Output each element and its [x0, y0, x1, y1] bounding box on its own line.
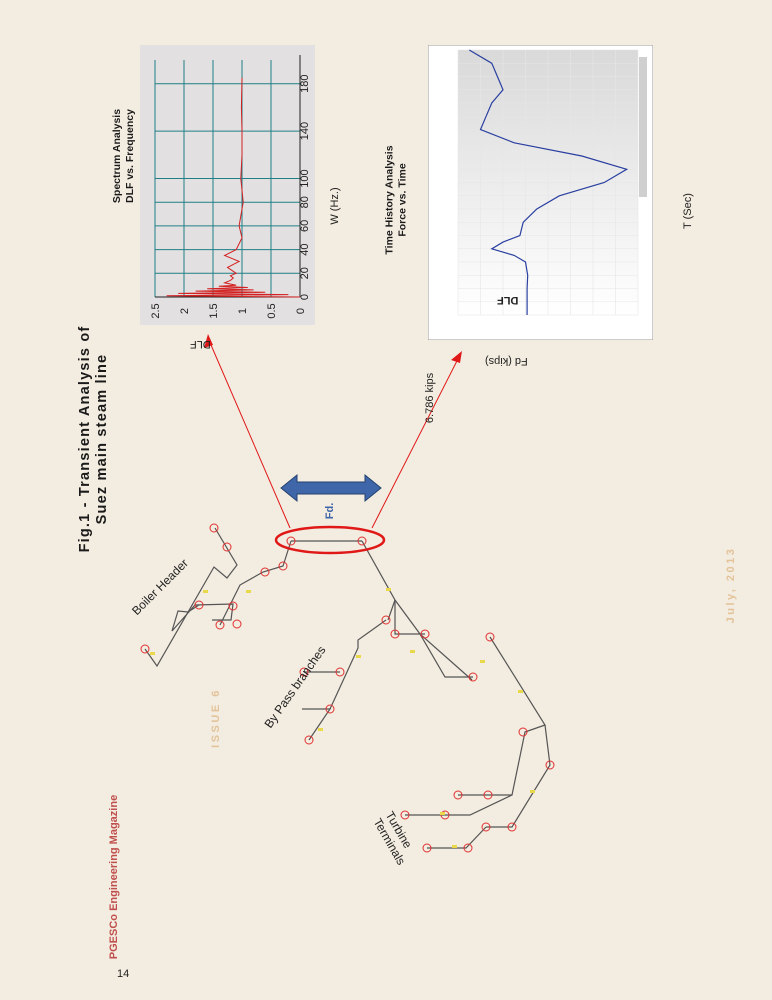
fd-arrow-label: Fd (kips)	[485, 355, 528, 367]
spectrum-xlabel: W (Hz.)	[329, 187, 341, 225]
timehistory-grid	[457, 49, 639, 316]
spectrum-xtick-label: 40	[299, 243, 311, 255]
load-location-ellipse	[274, 525, 386, 555]
timehistory-chart	[428, 45, 653, 340]
spectrum-title: Spectrum Analysis	[111, 108, 123, 204]
timehistory-title-block: Time History Analysis Force vs. Time	[384, 133, 412, 268]
spectrum-ticks: 0 20 40 60 80 100 140 180 0 0.5 1 1.5 2 2.5	[150, 75, 311, 319]
spectrum-chart: 0 20 40 60 80 100 140 180 0 0.5 1 1.5 2 2.5	[140, 45, 315, 325]
force-value-label: 6.786 kips	[424, 372, 436, 424]
spectrum-xtick-label: 100	[299, 169, 311, 187]
timehistory-inner-ylabel: DLF	[497, 294, 519, 306]
label-force: Fd.	[324, 502, 336, 520]
spectrum-series-line	[166, 77, 301, 298]
dlf-arrow-label: DLF	[190, 338, 211, 350]
timehistory-series-line	[468, 49, 629, 315]
spectrum-ytick-label: 2	[179, 308, 191, 314]
spectrum-xtick-label: 140	[299, 122, 311, 140]
timehistory-subtitle: Force vs. Time	[396, 163, 409, 237]
spectrum-ytick-label: 0.5	[266, 303, 278, 318]
timehistory-xlabel: T (Sec)	[682, 193, 694, 229]
timehistory-scrollbar	[639, 57, 647, 197]
spectrum-subtitle: DLF vs. Frequency	[124, 109, 136, 203]
timehistory-title: Time History Analysis	[383, 145, 396, 255]
spectrum-ytick-label: 0	[295, 308, 307, 314]
spectrum-ytick-label: 1.5	[208, 303, 220, 318]
spectrum-ytick-label: 2.5	[150, 303, 162, 318]
spectrum-chart-bg	[140, 45, 315, 325]
spectrum-xtick-label: 0	[299, 294, 311, 300]
arrow-head-spectrum	[204, 334, 213, 348]
spectrum-ytick-label: 1	[237, 308, 249, 314]
arrow-head-timehistory	[451, 351, 462, 363]
page-number: 14	[117, 968, 130, 980]
arrow-to-spectrum	[207, 337, 291, 529]
arrow-to-timehistory	[371, 354, 461, 529]
node-tags	[150, 588, 535, 848]
spectrum-xtick-label: 20	[299, 267, 311, 279]
force-double-arrow	[280, 473, 382, 503]
support-nodes	[140, 523, 555, 853]
spectrum-xtick-label: 80	[299, 196, 311, 208]
spectrum-xtick-label: 60	[299, 220, 311, 232]
pipe-lines	[144, 527, 551, 849]
spectrum-xtick-label: 180	[299, 75, 311, 93]
spectrum-title-block: Spectrum Analysis DLF vs. Frequency	[111, 96, 139, 216]
spectrum-grid	[154, 55, 301, 298]
